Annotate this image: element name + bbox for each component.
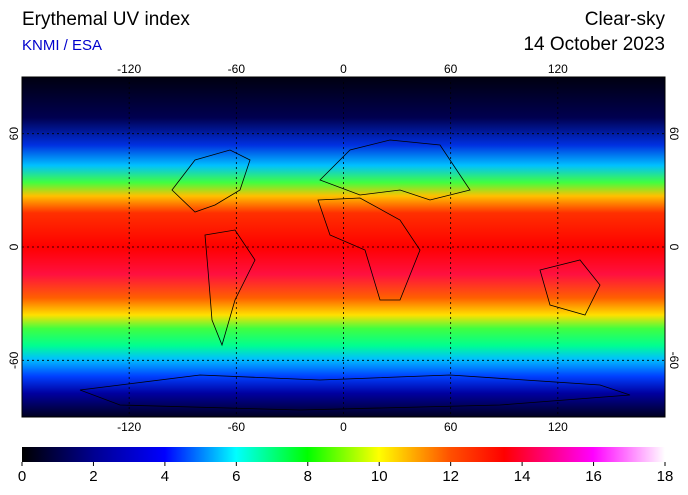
lat-tick-label: -60 — [667, 352, 681, 370]
lon-tick-label: -60 — [228, 62, 246, 76]
colorbar-tick-label: 14 — [514, 468, 531, 485]
title: Erythemal UV index — [22, 9, 190, 30]
colorbar-tick-label: 2 — [89, 468, 97, 485]
colorbar — [22, 447, 665, 462]
colorbar-tick-label: 12 — [442, 468, 459, 485]
colorbar-tick-label: 16 — [585, 468, 602, 485]
date: 14 October 2023 — [523, 34, 665, 55]
lat-tick-label: 60 — [7, 127, 21, 141]
colorbar-tick-label: 10 — [371, 468, 388, 485]
lon-tick-label: -60 — [228, 420, 246, 434]
colorbar-tick-label: 6 — [232, 468, 240, 485]
lon-tick-label: -120 — [117, 420, 141, 434]
colorbar-tick-label: 0 — [18, 468, 26, 485]
lat-tick-label: 60 — [667, 127, 681, 141]
colorbar-tick-label: 18 — [657, 468, 674, 485]
lon-tick-label: 60 — [444, 62, 458, 76]
lon-tick-label: 120 — [548, 420, 568, 434]
lon-tick-label: 60 — [444, 420, 458, 434]
condition: Clear-sky — [585, 9, 666, 30]
lon-tick-label: -120 — [117, 62, 141, 76]
axes: -120 -120 -60 -60 0 0 60 60 120 120 -60 -60 0 0 60 60 0 2… — [7, 62, 681, 485]
lon-tick-label: 0 — [340, 62, 347, 76]
source: KNMI / ESA — [22, 37, 102, 54]
colorbar-tick-label: 4 — [161, 468, 169, 485]
lat-tick-label: -60 — [7, 351, 21, 369]
coastlines — [79, 139, 631, 411]
lon-tick-label: 0 — [340, 420, 347, 434]
lat-tick-label: 0 — [7, 243, 21, 250]
lon-tick-label: 120 — [548, 62, 568, 76]
colorbar-tick-label: 8 — [304, 468, 312, 485]
lat-tick-label: 0 — [667, 244, 681, 251]
